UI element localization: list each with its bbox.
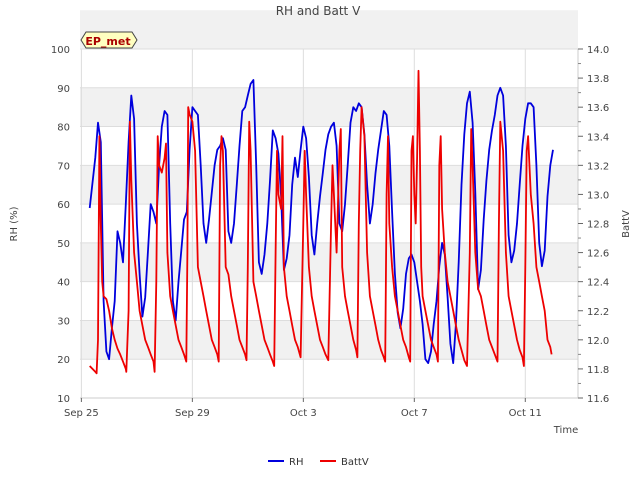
y-tick-label-right: 12.4	[587, 278, 609, 289]
y-tick-label-right: 13.4	[587, 132, 609, 143]
y-tick-label-right: 12.2	[587, 307, 609, 318]
x-tick-label: Sep 25	[64, 408, 99, 419]
chart-title: RH and Batt V	[276, 4, 361, 18]
y-tick-label-right: 13.8	[587, 74, 609, 85]
series-line-rh	[88, 79, 554, 364]
y-tick-label-right: 12.0	[587, 336, 609, 347]
band-shade	[80, 165, 578, 205]
y-tick-label-right: 12.6	[587, 249, 609, 260]
y-tick-label-right: 11.6	[587, 394, 609, 405]
legend-rh-label: RH	[289, 457, 303, 468]
band-shade	[80, 242, 578, 282]
y-tick-label-left: 50	[57, 239, 70, 250]
y-tick-label-right: 14.0	[587, 45, 609, 56]
y-tick-label-left: 30	[57, 316, 70, 327]
x-axis-label: Time	[553, 425, 578, 436]
x-tick-label: Oct 11	[509, 408, 542, 419]
legend-battv-label: BattV	[341, 457, 369, 468]
y-tick-label-left: 20	[57, 355, 70, 366]
y-tick-label-left: 10	[57, 394, 70, 405]
x-tick-label: Sep 29	[175, 408, 210, 419]
station-badge: EP_met	[80, 31, 138, 49]
y-tick-label-left: 70	[57, 161, 70, 172]
y-tick-label-left: 80	[57, 123, 70, 134]
band-shade	[80, 10, 578, 50]
y-axis-left-label: RH (%)	[9, 206, 20, 241]
series-layer	[88, 69, 554, 375]
x-tick-label: Oct 7	[401, 408, 428, 419]
y-tick-label-left: 90	[57, 84, 70, 95]
y-tick-label-right: 11.8	[587, 365, 609, 376]
legend: RH BattV	[268, 457, 369, 468]
station-badge-label: EP_met	[85, 35, 130, 48]
y-tick-label-right: 12.8	[587, 220, 609, 231]
y-tick-label-left: 60	[57, 200, 70, 211]
station-badge-box	[80, 31, 138, 49]
x-tick-label: Oct 3	[290, 408, 317, 419]
y-tick-label-left: 40	[57, 278, 70, 289]
series-line-battv	[89, 69, 553, 375]
y-tick-label-right: 13.6	[587, 103, 609, 114]
y-tick-label-left: 100	[51, 45, 70, 56]
y-tick-label-right: 13.0	[587, 190, 609, 201]
tick-labels: 10 20 30 40 50 60 70 80 90 100 11.6 11.8 12.0 12.2 12.…	[51, 45, 609, 419]
y-tick-label-right: 13.2	[587, 161, 609, 172]
y-axis-right-label: BattV	[621, 210, 632, 238]
